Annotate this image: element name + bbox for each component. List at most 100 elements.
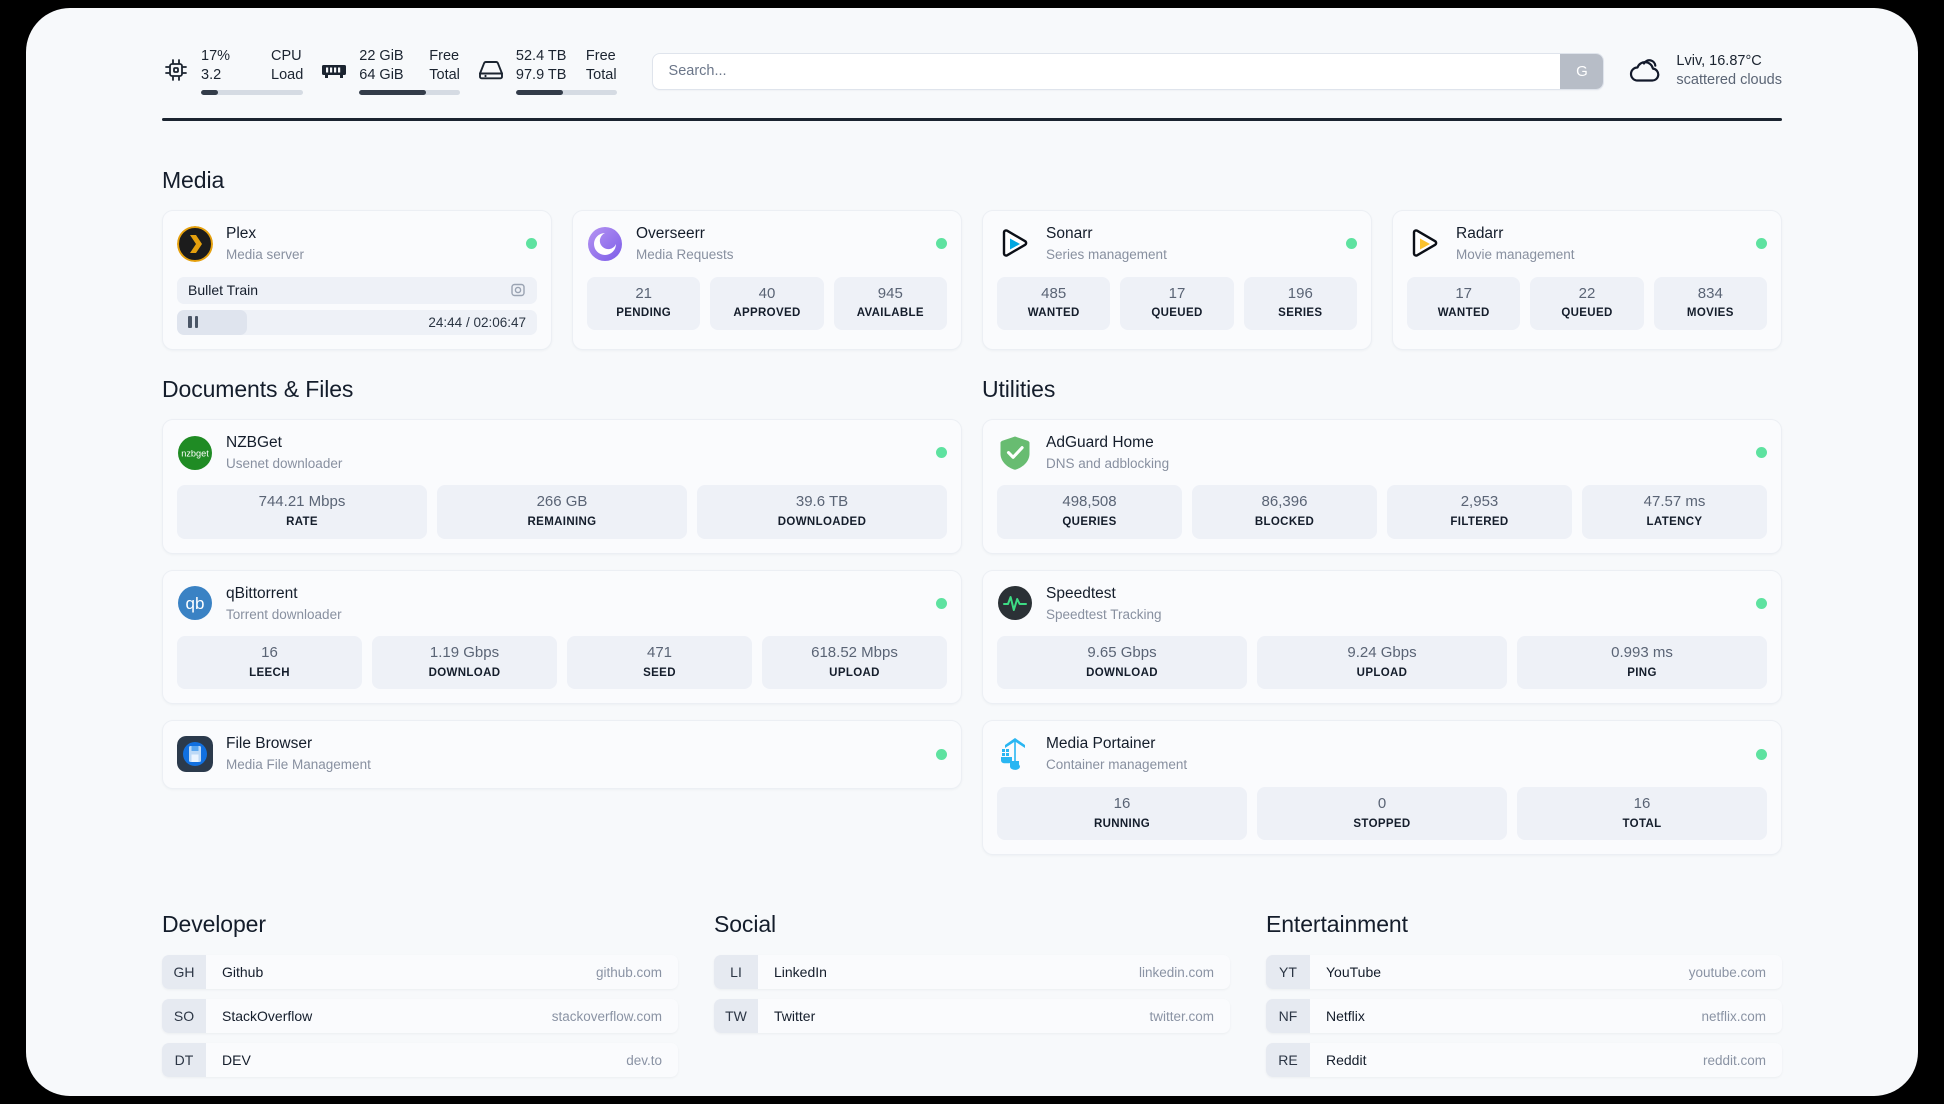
bookmark-name: LinkedIn <box>774 964 827 981</box>
media-card-grid: Plex Media server Bullet Train 24:44 / 02:0… <box>162 210 1782 350</box>
stat-box[interactable]: 834 MOVIES <box>1653 276 1767 330</box>
bookmark-list: YT YouTube youtube.com NF Netflix netflix.com… <box>1266 955 1782 1078</box>
card-stats-row: 485 WANTED 17 QUEUED 196 SERIES <box>997 276 1357 330</box>
system-stats: 17% 3.2 CPU Load 22 GiB 64 GiB Free Total 52.4 T… <box>162 47 634 96</box>
bookmark-item[interactable]: GH Github github.com <box>162 955 678 990</box>
search-submit-button[interactable]: G <box>1560 53 1604 89</box>
stat-box[interactable]: 0.993 ms PING <box>1517 636 1767 690</box>
service-name: Plex <box>226 225 257 242</box>
stat-box[interactable]: 40 APPROVED <box>710 276 824 330</box>
status-indicator-online <box>936 748 947 760</box>
status-indicator-online <box>936 597 947 609</box>
stat-box[interactable]: 16 RUNNING <box>997 787 1247 841</box>
service-card[interactable]: AdGuard Home DNS and adblocking 498,508 QUE… <box>982 418 1782 554</box>
card-stats-row: 16 LEECH 1.19 Gbps DOWNLOAD 471 SEED 618.52 Mb… <box>177 636 947 690</box>
service-description: Speedtest Tracking <box>1046 606 1162 622</box>
stat-box[interactable]: 498,508 QUERIES <box>997 485 1182 539</box>
service-description: Container management <box>1046 757 1188 773</box>
bookmark-name: Reddit <box>1326 1052 1367 1069</box>
bookmark-item[interactable]: YT YouTube youtube.com <box>1266 955 1782 990</box>
bookmark-badge: NF <box>1266 999 1310 1034</box>
stat-box[interactable]: 22 QUEUED <box>1530 276 1644 330</box>
stat-box[interactable]: 471 SEED <box>567 636 752 690</box>
stat-box[interactable]: 47.57 ms LATENCY <box>1582 485 1767 539</box>
stat-label: UPLOAD <box>1356 666 1408 679</box>
stat-box[interactable]: 485 WANTED <box>997 276 1111 330</box>
service-card[interactable]: Media Portainer Container management 16 RUN… <box>982 720 1782 856</box>
bookmark-url: github.com <box>595 964 662 980</box>
stat-value: 9.65 Gbps <box>1087 644 1157 662</box>
stat-box[interactable]: 196 SERIES <box>1243 276 1357 330</box>
system-stat-progress-bar <box>515 90 617 96</box>
media-section: Media Plex Media server Bullet Train 24:44 … <box>162 167 1782 350</box>
stat-box[interactable]: 21 PENDING <box>587 276 701 330</box>
stat-value: 17 <box>1455 284 1472 302</box>
stat-box[interactable]: 266 GB REMAINING <box>437 485 687 539</box>
stat-label: SEED <box>643 666 676 679</box>
stat-box[interactable]: 9.24 Gbps UPLOAD <box>1257 636 1507 690</box>
stat-box[interactable]: 16 TOTAL <box>1517 787 1767 841</box>
stat-label: UPLOAD <box>829 666 880 679</box>
service-card[interactable]: nzbget NZBGet Usenet downloader 744.21 Mbps… <box>162 418 962 554</box>
stat-box[interactable]: 1.19 Gbps DOWNLOAD <box>372 636 557 690</box>
pause-icon[interactable] <box>188 316 198 329</box>
search-input[interactable] <box>652 53 1561 89</box>
stat-box[interactable]: 945 AVAILABLE <box>833 276 947 330</box>
playback-progress-bar[interactable]: 24:44 / 02:06:47 <box>177 309 537 335</box>
search-bar[interactable]: G <box>651 52 1605 90</box>
bookmark-item[interactable]: SO StackOverflow stackoverflow.com <box>162 999 678 1034</box>
stat-box[interactable]: 2,953 FILTERED <box>1387 485 1572 539</box>
system-stat-progress-bar <box>201 90 304 96</box>
service-card[interactable]: Overseerr Media Requests 21 PENDING 40 APPROV… <box>572 210 962 350</box>
service-name: NZBGet <box>226 433 282 451</box>
filebrowser-logo <box>177 736 213 773</box>
system-stat-progress-bar <box>359 90 460 96</box>
system-stat-value-secondary: 97.9 TB <box>515 66 567 83</box>
service-card[interactable]: Plex Media server Bullet Train 24:44 / 02:0… <box>162 210 552 350</box>
stat-value: 86,396 <box>1261 493 1308 511</box>
stat-box[interactable]: 39.6 TB DOWNLOADED <box>697 485 947 539</box>
svg-text:nzbget: nzbget <box>181 448 209 458</box>
stat-box[interactable]: 744.21 Mbps RATE <box>177 485 427 539</box>
stat-label: AVAILABLE <box>856 307 924 320</box>
stat-value: 22 <box>1578 284 1596 302</box>
stat-label: PING <box>1627 666 1657 679</box>
card-stats-row: 17 WANTED 22 QUEUED 834 MOVIES <box>1407 276 1767 330</box>
stat-value: 0 <box>1377 795 1387 812</box>
stat-box[interactable]: 9.65 Gbps DOWNLOAD <box>997 636 1247 690</box>
stat-label: DOWNLOAD <box>428 666 501 679</box>
service-card[interactable]: Radarr Movie management 17 WANTED 22 QUEUED 83… <box>1392 210 1782 350</box>
bookmark-name: Github <box>222 964 264 981</box>
documents-section: Documents & Files nzbget NZBGet Usenet dow… <box>162 376 962 855</box>
stat-box[interactable]: 618.52 Mbps UPLOAD <box>762 636 947 690</box>
stat-box[interactable]: 0 STOPPED <box>1257 787 1507 841</box>
bookmark-item[interactable]: DT DEV dev.to <box>162 1043 678 1078</box>
stat-label: QUEUED <box>1561 307 1613 320</box>
bookmark-item[interactable]: TW Twitter twitter.com <box>714 999 1230 1034</box>
sonarr-logo <box>997 226 1033 262</box>
stat-value: 744.21 Mbps <box>258 493 346 511</box>
bookmark-group-title: Entertainment <box>1266 911 1408 938</box>
adguard-logo <box>997 435 1033 471</box>
service-card-header: nzbget NZBGet Usenet downloader <box>177 433 947 473</box>
bookmark-list: GH Github github.com SO StackOverflow stackov… <box>162 955 678 1078</box>
nzbget-logo: nzbget <box>177 435 213 471</box>
header-divider <box>162 118 1782 121</box>
cast-icon[interactable] <box>510 282 526 298</box>
bookmark-item[interactable]: RE Reddit reddit.com <box>1266 1043 1782 1078</box>
section-title-utilities: Utilities <box>982 375 1056 402</box>
stat-box[interactable]: 17 QUEUED <box>1120 276 1234 330</box>
stat-box[interactable]: 16 LEECH <box>177 636 362 690</box>
service-card[interactable]: File Browser Media File Management <box>162 720 962 789</box>
system-stat-label-secondary: Total <box>429 66 460 83</box>
stat-box[interactable]: 86,396 BLOCKED <box>1192 485 1377 539</box>
now-playing-bar[interactable]: Bullet Train <box>177 276 537 304</box>
bookmark-item[interactable]: NF Netflix netflix.com <box>1266 999 1782 1034</box>
system-stat-value-primary: 52.4 TB <box>515 47 567 64</box>
service-card[interactable]: qb qBittorrent Torrent downloader 16 LEECH 1.… <box>162 569 962 705</box>
service-card[interactable]: Sonarr Series management 485 WANTED 17 QUEUED… <box>982 210 1372 350</box>
service-card[interactable]: Speedtest Speedtest Tracking 9.65 Gbps DOWN… <box>982 569 1782 705</box>
stat-box[interactable]: 17 WANTED <box>1407 276 1521 330</box>
bookmark-item[interactable]: LI LinkedIn linkedin.com <box>714 955 1230 990</box>
stat-value: 9.24 Gbps <box>1347 644 1417 662</box>
